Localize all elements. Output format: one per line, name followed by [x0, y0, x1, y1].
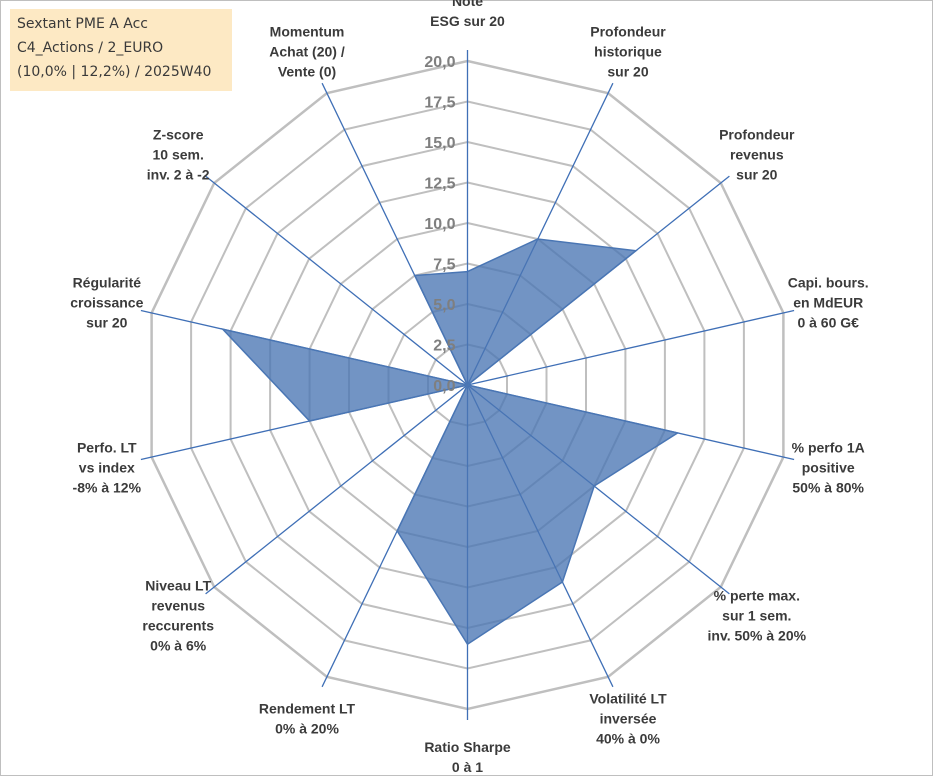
axis-label: % perfo 1A positive 50% à 80%	[792, 439, 865, 495]
axis-label-line: -8% à 12%	[73, 479, 142, 495]
axis-label-line: 50% à 80%	[792, 479, 864, 495]
axis-label-line: revenus	[730, 146, 784, 162]
axis-label-line: Momentum	[270, 24, 345, 40]
tick-label: 12,5	[424, 176, 455, 193]
fund-name: Sextant PME A Acc	[17, 16, 148, 32]
axis-label-line: croissance	[70, 295, 143, 311]
axis-label-line: sur 20	[86, 315, 127, 331]
fund-info-box: Sextant PME A Acc C4_Actions / 2_EURO (1…	[10, 9, 232, 91]
tick-label: 7,5	[433, 257, 455, 274]
axis-label-line: revenus	[151, 598, 205, 614]
axis-label-line: Capi. bours.	[788, 275, 869, 291]
axis-label-line: Ratio Sharpe	[424, 739, 511, 755]
fund-stats: (10,0% | 12,2%) / 2025W40	[17, 64, 212, 80]
axis-label-line: inversée	[600, 710, 657, 726]
axis-label-line: Volatilité LT	[589, 690, 667, 706]
axis-label-line: 40% à 0%	[596, 730, 660, 746]
axis-label: Perfo. LT vs index -8% à 12%	[73, 439, 142, 495]
axis-label-line: vs index	[79, 459, 135, 475]
axis-label-line: Note	[452, 0, 483, 9]
radar-series	[220, 238, 680, 646]
tick-label: 20,0	[424, 54, 455, 71]
axis-label: Capi. bours. en MdEUR 0 à 60 G€	[788, 275, 869, 331]
axis-label-line: positive	[802, 459, 855, 475]
axis-label-line: Perfo. LT	[77, 439, 137, 455]
radar-spoke	[205, 175, 468, 386]
axis-label-line: historique	[594, 44, 662, 60]
axis-label: % perte max. sur 1 sem. inv. 50% à 20%	[708, 588, 807, 644]
axis-label-line: sur 20	[736, 166, 777, 182]
radar-spoke	[467, 309, 795, 386]
axis-label-line: Rendement LT	[259, 700, 356, 716]
axis-label-line: sur 1 sem.	[722, 608, 791, 624]
axis-label: Profondeur revenus sur 20	[719, 126, 795, 182]
axis-label: Ratio Sharpe 0 à 1	[424, 739, 511, 775]
tick-label: 10,0	[424, 216, 455, 233]
axis-label: Profondeur historique sur 20	[590, 24, 666, 80]
tick-label: 5,0	[433, 297, 455, 314]
axis-label-line: Achat (20) /	[269, 44, 345, 60]
axis-label-line: 0 à 60 G€	[797, 315, 859, 331]
axis-label-line: 10 sem.	[153, 146, 204, 162]
axis-label-line: inv. 2 à -2	[147, 166, 210, 182]
axis-label-line: 0 à 1	[452, 759, 483, 775]
axis-label-line: Z-score	[153, 126, 204, 142]
tick-label: 15,0	[424, 135, 455, 152]
axis-label-line: % perte max.	[714, 588, 800, 604]
axis-label-line: Vente (0)	[278, 64, 336, 80]
axis-label-line: reccurents	[142, 618, 214, 634]
axis-label-line: % perfo 1A	[792, 439, 865, 455]
axis-label: Régularité croissance sur 20	[70, 275, 143, 331]
axis-label-line: sur 20	[607, 64, 648, 80]
radar-axis-labels: Note ESG sur 20 Profondeur historique sur 20…	[70, 0, 868, 775]
axis-label: Niveau LT revenus reccurents 0% à 6%	[142, 578, 214, 654]
radar-spoke	[205, 384, 468, 595]
axis-label-line: ESG sur 20	[430, 13, 505, 29]
axis-label: Momentum Achat (20) / Vente (0)	[269, 24, 345, 80]
tick-label: 2,5	[433, 338, 455, 355]
axis-label: Z-score 10 sem. inv. 2 à -2	[147, 126, 210, 182]
axis-label-line: Profondeur	[719, 126, 795, 142]
axis-label: Note ESG sur 20	[430, 0, 505, 29]
axis-label: Volatilité LT inversée 40% à 0%	[589, 690, 667, 746]
axis-label-line: Niveau LT	[145, 578, 211, 594]
fund-category: C4_Actions / 2_EURO	[17, 40, 164, 56]
axis-label: Rendement LT 0% à 20%	[259, 700, 356, 736]
axis-label-line: 0% à 6%	[150, 638, 207, 654]
axis-label-line: 0% à 20%	[275, 720, 339, 736]
axis-label-line: Profondeur	[590, 24, 666, 40]
tick-label: 0,0	[433, 378, 455, 395]
radar-tick-labels: 0,0 2,5 5,0 7,5 10,0 12,5 15,0 17,5 20,0	[424, 54, 455, 395]
tick-label: 17,5	[424, 95, 455, 112]
axis-label-line: inv. 50% à 20%	[708, 628, 807, 644]
axis-label-line: Régularité	[73, 275, 142, 291]
axis-label-line: en MdEUR	[793, 295, 863, 311]
